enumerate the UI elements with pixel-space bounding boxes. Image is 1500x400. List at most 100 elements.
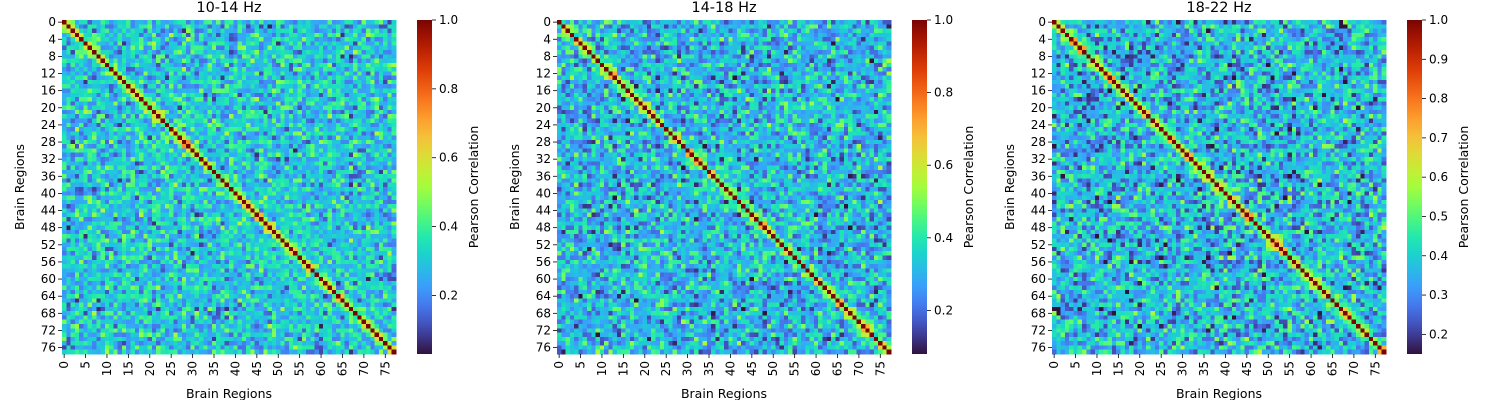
heatmap-cell bbox=[284, 54, 290, 59]
heatmap-cell bbox=[280, 208, 286, 214]
heatmap-cell bbox=[220, 109, 226, 115]
heatmap-cell bbox=[211, 79, 217, 85]
heatmap-cell bbox=[96, 62, 101, 68]
heatmap-cell bbox=[284, 101, 290, 106]
heatmap-cell bbox=[246, 268, 251, 273]
heatmap-cell bbox=[151, 268, 157, 273]
heatmap-cell bbox=[164, 208, 170, 214]
heatmap-cell bbox=[301, 67, 307, 72]
heatmap-cell bbox=[383, 242, 388, 248]
heatmap-cell bbox=[276, 139, 281, 145]
heatmap-cell bbox=[186, 212, 191, 218]
heatmap-cell bbox=[62, 20, 67, 25]
heatmap-cell bbox=[156, 109, 161, 115]
heatmap-cell bbox=[220, 24, 226, 29]
heatmap-cell bbox=[121, 165, 127, 171]
heatmap-cell bbox=[271, 272, 277, 278]
heatmap-cell bbox=[147, 152, 153, 158]
heatmap-cell bbox=[139, 191, 144, 196]
heatmap-cell bbox=[344, 165, 350, 171]
heatmap-cell bbox=[271, 191, 277, 196]
heatmap-cell bbox=[310, 169, 315, 175]
heatmap-cell bbox=[314, 216, 320, 222]
heatmap-cell bbox=[250, 195, 256, 201]
heatmap-cell bbox=[173, 41, 178, 47]
heatmap-cell bbox=[340, 148, 345, 154]
heatmap-cell bbox=[87, 101, 93, 106]
heatmap-cell bbox=[126, 221, 131, 226]
heatmap-cell bbox=[113, 187, 119, 192]
heatmap-cell bbox=[271, 182, 277, 188]
heatmap-cell bbox=[361, 127, 367, 132]
heatmap-cell bbox=[327, 114, 333, 119]
heatmap-cell bbox=[194, 259, 200, 265]
heatmap-cell bbox=[340, 191, 345, 196]
heatmap-cell bbox=[181, 92, 187, 98]
heatmap-cell bbox=[181, 182, 187, 188]
heatmap-cell bbox=[220, 114, 226, 119]
heatmap-cell bbox=[387, 182, 393, 188]
heatmap-cell bbox=[164, 97, 170, 102]
heatmap-cell bbox=[117, 161, 123, 166]
heatmap-cell bbox=[370, 135, 375, 141]
heatmap-cell bbox=[344, 174, 350, 179]
heatmap-cell bbox=[327, 20, 333, 25]
heatmap-cell bbox=[96, 24, 101, 29]
heatmap-cell bbox=[151, 259, 157, 265]
heatmap-cell bbox=[156, 229, 161, 235]
heatmap-cell bbox=[331, 246, 337, 252]
heatmap-cell bbox=[126, 251, 131, 256]
heatmap-cell bbox=[387, 165, 393, 171]
heatmap-cell bbox=[331, 174, 337, 179]
heatmap-cell bbox=[199, 109, 204, 115]
heatmap-cell bbox=[366, 199, 371, 205]
heatmap-cell bbox=[340, 195, 345, 201]
heatmap-cell bbox=[250, 41, 256, 47]
heatmap-cell bbox=[194, 148, 200, 154]
heatmap-cell bbox=[229, 208, 234, 214]
heatmap-cell bbox=[233, 161, 238, 166]
heatmap-cell bbox=[147, 37, 153, 42]
heatmap-cell bbox=[357, 195, 363, 201]
heatmap-cell bbox=[383, 157, 388, 162]
heatmap-cell bbox=[237, 208, 243, 214]
heatmap-cell bbox=[241, 251, 247, 256]
heatmap-cell bbox=[62, 105, 67, 111]
heatmap-cell bbox=[378, 135, 384, 141]
heatmap-cell bbox=[216, 24, 221, 29]
heatmap-cell bbox=[199, 264, 204, 269]
heatmap-cell bbox=[348, 255, 354, 261]
heatmap-cell bbox=[378, 165, 384, 171]
heatmap-cell bbox=[353, 148, 358, 154]
heatmap-cell bbox=[370, 152, 375, 158]
heatmap-cell bbox=[288, 67, 294, 72]
heatmap-cell bbox=[237, 182, 243, 188]
heatmap-cell bbox=[91, 259, 97, 265]
heatmap-cell bbox=[207, 114, 213, 119]
heatmap-cell bbox=[366, 221, 371, 226]
heatmap-cell bbox=[199, 182, 204, 188]
heatmap-cell bbox=[83, 208, 89, 214]
heatmap-cell bbox=[190, 229, 196, 235]
heatmap-cell bbox=[164, 157, 170, 162]
heatmap-cell bbox=[340, 135, 345, 141]
heatmap-cell bbox=[224, 67, 230, 72]
heatmap-cell bbox=[199, 289, 204, 295]
heatmap-cell bbox=[173, 28, 178, 34]
heatmap-cell bbox=[276, 204, 281, 209]
heatmap-cell bbox=[186, 174, 191, 179]
heatmap-cell bbox=[199, 32, 204, 38]
heatmap-cell bbox=[327, 276, 333, 282]
heatmap-cell bbox=[181, 20, 187, 25]
heatmap-panel-1: 10-14 Hz0 5 10 15 20 25 30 35 40 45 50 55 60 65 70 7504… bbox=[12, 0, 481, 400]
heatmap-cell bbox=[374, 251, 380, 256]
heatmap-cell bbox=[220, 58, 226, 64]
heatmap-cell bbox=[250, 79, 256, 85]
heatmap-cell bbox=[109, 45, 114, 51]
heatmap-cell bbox=[370, 24, 375, 29]
heatmap-cell bbox=[288, 114, 294, 119]
heatmap-cell bbox=[314, 118, 320, 124]
heatmap-cell bbox=[220, 221, 226, 226]
heatmap-cell bbox=[66, 272, 71, 278]
heatmap-cell bbox=[181, 289, 187, 295]
